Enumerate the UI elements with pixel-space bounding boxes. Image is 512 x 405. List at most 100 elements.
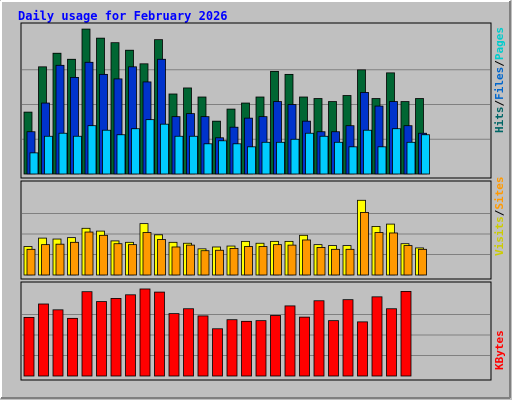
bar-kbytes-day-4 xyxy=(67,317,78,377)
graph-title: Daily usage for February 2026 xyxy=(18,9,228,23)
bar-pages-day-27 xyxy=(406,141,416,175)
bar-kbytes-day-2 xyxy=(38,303,49,377)
bar-pages-day-7 xyxy=(116,134,126,175)
panel-middle xyxy=(20,180,492,280)
panel-bottom xyxy=(20,281,492,381)
bar-pages-day-17 xyxy=(261,141,271,175)
bar-pages-day-14 xyxy=(218,140,227,175)
bar-pages-day-9 xyxy=(145,119,155,175)
legend-bottom-item: KBytes xyxy=(493,330,506,370)
panel-top xyxy=(20,22,492,179)
bar-sites-day-4 xyxy=(70,241,79,276)
bar-kbytes-day-19 xyxy=(284,305,296,377)
bar-sites-day-7 xyxy=(113,243,123,276)
bar-kbytes-day-14 xyxy=(212,328,223,377)
bar-sites-day-18 xyxy=(273,244,282,276)
bar-sites-day-19 xyxy=(287,244,297,276)
bar-pages-day-4 xyxy=(73,135,82,175)
bar-sites-day-13 xyxy=(200,250,210,276)
bar-kbytes-day-7 xyxy=(110,298,122,377)
bar-kbytes-day-17 xyxy=(255,320,267,377)
bar-sites-day-6 xyxy=(99,234,108,276)
legend-top: Hits/Files/Pages xyxy=(493,27,506,133)
bar-sites-day-20 xyxy=(302,239,311,276)
bar-pages-day-24 xyxy=(363,129,372,175)
bar-sites-day-17 xyxy=(258,246,268,276)
bar-pages-day-23 xyxy=(348,146,358,175)
bar-sites-day-23 xyxy=(345,248,355,276)
bar-pages-day-2 xyxy=(44,135,53,175)
bar-pages-day-5 xyxy=(87,125,97,175)
bar-sites-day-22 xyxy=(331,248,340,276)
legend-middle-item: / xyxy=(493,209,506,216)
bar-kbytes-day-6 xyxy=(96,301,107,377)
legend-top-item: Hits xyxy=(493,107,506,134)
bar-sites-day-25 xyxy=(374,232,384,276)
bar-kbytes-day-15 xyxy=(226,319,238,377)
bar-pages-day-26 xyxy=(392,128,401,175)
legend-top-item: / xyxy=(493,100,506,107)
bar-kbytes-day-16 xyxy=(241,320,252,377)
bar-kbytes-day-26 xyxy=(386,308,397,377)
bar-sites-day-8 xyxy=(128,244,137,276)
legend-top-item: / xyxy=(493,60,506,67)
legend-middle-item: Sites xyxy=(493,177,506,210)
bar-sites-day-16 xyxy=(244,246,253,276)
bar-pages-day-8 xyxy=(131,128,140,175)
bar-kbytes-day-5 xyxy=(81,291,93,377)
bar-pages-day-16 xyxy=(247,146,256,175)
bar-kbytes-day-8 xyxy=(125,294,136,377)
bar-kbytes-day-11 xyxy=(168,313,180,377)
bar-kbytes-day-21 xyxy=(313,300,325,377)
bar-kbytes-day-9 xyxy=(139,288,151,377)
bar-kbytes-day-12 xyxy=(183,308,194,377)
bar-pages-day-15 xyxy=(232,143,242,175)
bar-sites-day-21 xyxy=(316,247,326,276)
bar-pages-day-10 xyxy=(160,123,169,175)
bar-pages-day-20 xyxy=(305,132,314,175)
bar-sites-day-14 xyxy=(215,249,224,276)
bar-kbytes-day-18 xyxy=(270,315,281,377)
bar-pages-day-19 xyxy=(290,138,300,175)
bar-kbytes-day-25 xyxy=(371,296,383,377)
bar-kbytes-day-20 xyxy=(299,316,310,377)
legend-top-item: Pages xyxy=(493,27,506,60)
bar-kbytes-day-27 xyxy=(400,291,412,377)
bar-pages-day-21 xyxy=(319,135,329,175)
bar-pages-day-12 xyxy=(189,135,198,175)
bar-kbytes-day-23 xyxy=(342,299,354,377)
bar-pages-day-18 xyxy=(276,141,285,175)
bar-pages-day-3 xyxy=(58,132,68,175)
bar-sites-day-9 xyxy=(142,232,152,276)
bar-kbytes-day-3 xyxy=(52,309,64,377)
bar-pages-day-11 xyxy=(174,135,184,175)
bar-sites-day-5 xyxy=(84,231,94,276)
bar-sites-day-27 xyxy=(403,245,413,276)
bar-kbytes-day-10 xyxy=(154,291,165,377)
bar-sites-day-3 xyxy=(55,243,65,276)
bar-sites-day-24 xyxy=(360,212,369,276)
bar-sites-day-28 xyxy=(418,248,427,276)
legend-top-item: Files xyxy=(493,67,506,100)
legend-middle: Visits/Sites xyxy=(493,177,506,257)
bar-pages-day-13 xyxy=(203,143,213,175)
bar-pages-day-1 xyxy=(29,152,39,175)
bar-pages-day-22 xyxy=(334,141,343,175)
bar-kbytes-day-24 xyxy=(357,321,368,377)
bar-sites-day-15 xyxy=(229,247,239,276)
legend-bottom: KBytes xyxy=(493,330,506,370)
bar-sites-day-10 xyxy=(157,239,166,276)
bar-kbytes-day-22 xyxy=(328,320,339,377)
bar-sites-day-2 xyxy=(41,244,50,276)
bar-sites-day-26 xyxy=(389,232,398,276)
bar-sites-day-1 xyxy=(26,248,36,276)
bar-kbytes-day-1 xyxy=(23,316,35,377)
bar-sites-day-11 xyxy=(171,246,181,276)
legend-middle-item: Visits xyxy=(493,216,506,256)
bar-pages-day-25 xyxy=(377,146,387,175)
bar-pages-day-28 xyxy=(421,134,430,175)
bar-kbytes-day-13 xyxy=(197,315,209,377)
